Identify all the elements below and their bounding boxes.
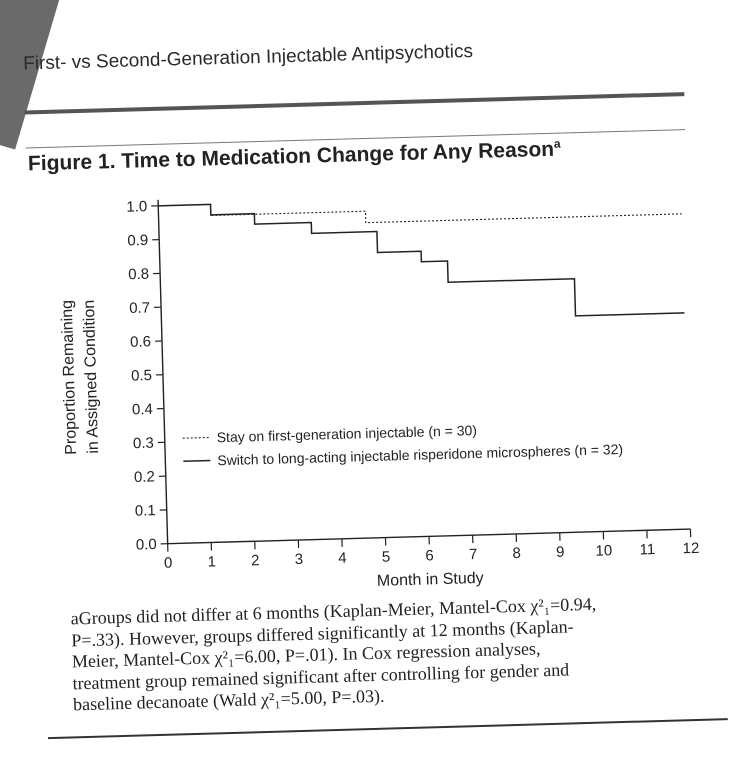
y-tick-label: 0.7	[129, 299, 150, 317]
series-line-stay-first-generation	[158, 191, 681, 228]
x-tick-label: 3	[294, 551, 303, 568]
y-axis-title-line-1: Proportion Remaining	[59, 300, 80, 455]
x-tick-label: 2	[251, 552, 260, 569]
y-tick-label: 0.6	[130, 333, 151, 351]
x-tick-label: 7	[469, 546, 478, 563]
y-tick-label: 0.8	[128, 266, 149, 284]
x-tick-label: 4	[338, 550, 347, 567]
x-tick-label: 9	[556, 544, 565, 561]
x-tick-label: 1	[207, 553, 216, 570]
legend-label: Switch to long-acting injectable risperi…	[217, 441, 623, 468]
x-tick-label: 10	[595, 542, 612, 559]
x-axis-title: Month in Study	[377, 570, 484, 590]
x-tick-label: 12	[682, 540, 699, 557]
footnote: aGroups did not differ at 6 months (Kapl…	[70, 591, 713, 716]
y-tick-label: 0.0	[136, 536, 157, 554]
y-tick-label: 1.0	[126, 198, 147, 216]
y-tick-label: 0.5	[131, 367, 152, 385]
y-tick-label: 0.3	[133, 435, 154, 453]
x-tick-label: 0	[164, 555, 173, 572]
x-tick-label: 5	[382, 548, 391, 565]
legend-swatch	[183, 437, 210, 438]
x-tick-label: 6	[425, 547, 434, 564]
y-axis-title-line-2: in Assigned Condition	[81, 300, 102, 454]
legend-label: Stay on first-generation injectable (n =…	[216, 422, 477, 445]
legend-swatch	[183, 460, 210, 461]
y-tick-label: 0.1	[135, 502, 156, 520]
y-tick-label: 0.4	[132, 401, 153, 419]
series-line-switch-risperidone	[158, 191, 684, 327]
y-tick-label: 0.2	[134, 468, 155, 486]
x-tick-label: 8	[512, 545, 521, 562]
y-axis-line	[158, 200, 168, 544]
y-tick-label: 0.9	[127, 232, 148, 250]
bottom-rule	[48, 718, 728, 739]
x-tick-label: 11	[639, 541, 655, 558]
